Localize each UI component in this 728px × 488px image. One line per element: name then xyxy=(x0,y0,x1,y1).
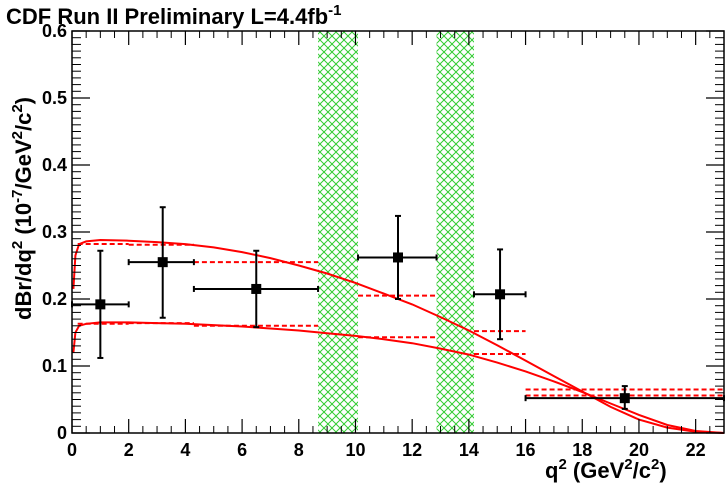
data-point-3 xyxy=(357,214,438,300)
x-tick-label: 8 xyxy=(294,440,304,460)
data-point-5 xyxy=(524,385,725,410)
x-tick-label: 2 xyxy=(124,440,134,460)
vetoed-region-0 xyxy=(318,31,359,433)
x-tick-label: 12 xyxy=(402,440,422,460)
x-tick-label: 22 xyxy=(686,440,706,460)
chart-title-superscript: -1 xyxy=(328,2,341,19)
y-tick-label: 0.3 xyxy=(42,222,67,242)
axes: 0 2 4 6 8 10 12 14 16 18 20 22 0 0.1 0.2 0.3 0.4 0.5 0.6 xyxy=(42,21,725,460)
vetoed-region-1 xyxy=(436,31,474,433)
theory-curves xyxy=(72,238,725,434)
data-marker xyxy=(157,257,168,268)
chart-title-main: CDF Run II Preliminary L=4.4fb xyxy=(6,4,328,29)
y-tick-label: 0.5 xyxy=(42,88,67,108)
x-axis-title: q2 (GeV2/c2) xyxy=(545,456,667,483)
theory-binned-predictions xyxy=(77,243,724,397)
x-tick-label: 16 xyxy=(516,440,536,460)
x-tick-label: 10 xyxy=(345,440,365,460)
data-point-2 xyxy=(192,249,320,329)
y-tick-label: 0.2 xyxy=(42,289,67,309)
data-marker xyxy=(393,252,403,263)
x-tick-label: 20 xyxy=(629,440,649,460)
x-tick-label: 4 xyxy=(180,440,190,460)
y-tick-label: 0.4 xyxy=(42,155,67,175)
y-tick-label: 0.6 xyxy=(42,21,67,41)
chart-title: CDF Run II Preliminary L=4.4fb-1 xyxy=(6,2,341,29)
theory-curve-upper xyxy=(72,238,725,434)
y-tick-label: 0 xyxy=(57,423,67,443)
data-point-4 xyxy=(472,248,527,341)
x-tick-label: 0 xyxy=(67,440,77,460)
data-marker xyxy=(251,283,262,294)
data-marker xyxy=(619,393,630,404)
x-tick-label: 14 xyxy=(459,440,479,460)
data-marker xyxy=(95,299,106,310)
x-tick-label: 6 xyxy=(237,440,247,460)
theory-curve-lower xyxy=(72,321,725,434)
data-points xyxy=(71,206,725,410)
data-marker xyxy=(495,289,506,300)
x-tick-label: 18 xyxy=(572,440,592,460)
y-axis-title: dBr/dq2 (10-7/GeV2/c2) xyxy=(9,97,36,320)
data-point-1 xyxy=(127,206,195,319)
vetoed-regions xyxy=(318,31,474,433)
data-point-0 xyxy=(71,249,130,359)
y-tick-label: 0.1 xyxy=(42,356,67,376)
